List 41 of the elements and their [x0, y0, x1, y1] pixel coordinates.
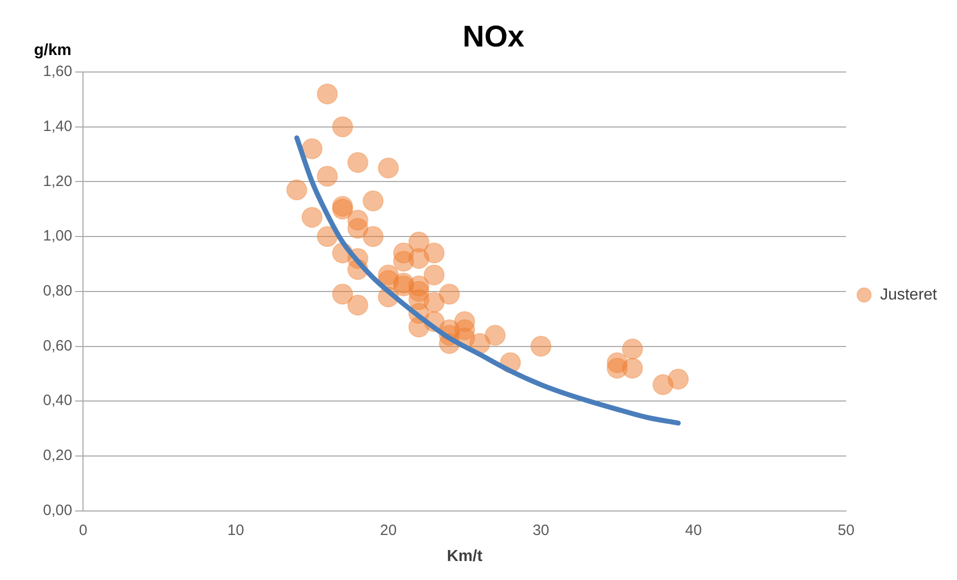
point [622, 358, 643, 379]
y-tick-label: 0,40 [42, 392, 72, 410]
point [316, 226, 338, 248]
y-tick-label: 1,40 [42, 118, 72, 135]
point [484, 324, 506, 346]
y-tick-label: 1,60 [42, 63, 72, 80]
point [316, 83, 338, 104]
point [347, 294, 368, 316]
x-tick-label: 20 [380, 522, 397, 539]
point [347, 152, 368, 174]
y-tick-label: 0,20 [42, 447, 72, 464]
x-tick-label: 50 [838, 522, 854, 539]
y-tick-label: 1,20 [42, 172, 72, 190]
point [286, 179, 308, 200]
y-tick-label: 1,00 [42, 228, 72, 245]
y-axis-title: g/km [34, 42, 72, 60]
point [332, 116, 354, 138]
point [424, 242, 445, 264]
point [332, 284, 354, 305]
point [302, 206, 323, 228]
point [302, 138, 323, 160]
chart-title: NOx [462, 20, 525, 54]
legend-label: Justeret [880, 286, 938, 304]
point [424, 264, 445, 286]
point [378, 157, 399, 178]
x-tick-label: 10 [227, 522, 244, 539]
point [362, 226, 384, 248]
y-tick-label: 0,80 [42, 282, 72, 300]
y-tick-label: 0,60 [42, 337, 72, 354]
point [668, 368, 689, 390]
x-tick-label: 40 [685, 522, 702, 539]
point [347, 218, 368, 239]
point [316, 166, 338, 187]
point [362, 190, 384, 212]
x-axis-title: Km/t [446, 548, 484, 565]
point [438, 284, 460, 305]
point [622, 338, 643, 360]
point [530, 336, 552, 357]
x-tick-label: 0 [79, 522, 88, 539]
x-tick-label: 30 [532, 522, 550, 539]
y-tick-label: 0,00 [42, 502, 72, 519]
